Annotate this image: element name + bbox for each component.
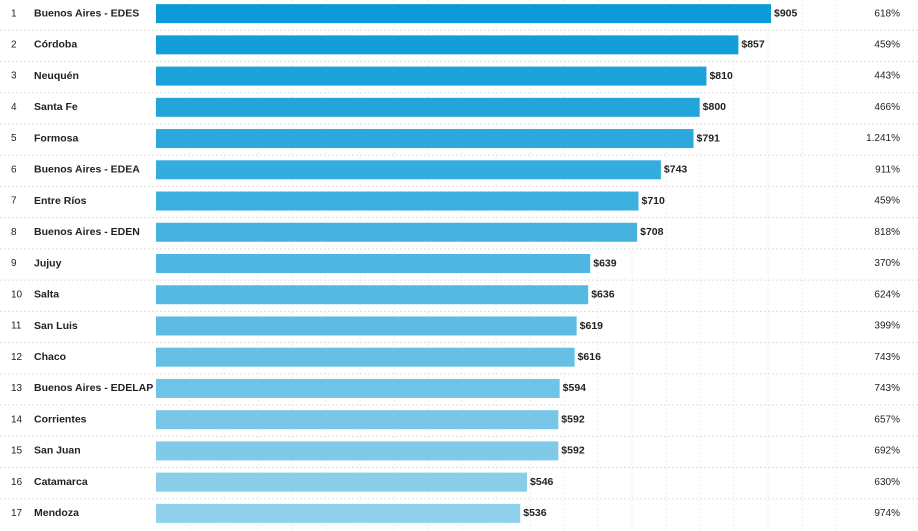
bar <box>156 35 739 55</box>
bar <box>156 191 639 211</box>
value-label: $536 <box>523 507 547 519</box>
value-label: $905 <box>774 7 798 19</box>
value-label: $810 <box>709 70 733 82</box>
bar <box>156 472 528 492</box>
region-name: Mendoza <box>34 507 79 519</box>
region-name: Jujuy <box>34 257 62 269</box>
change-label: 743% <box>874 383 900 394</box>
region-name: San Juan <box>34 445 81 457</box>
rank: 8 <box>11 227 17 238</box>
region-name: Buenos Aires - EDES <box>34 7 139 19</box>
rank: 1 <box>11 8 17 19</box>
region-name: Entre Ríos <box>34 195 87 207</box>
region-name: Formosa <box>34 132 79 144</box>
value-label: $616 <box>578 351 602 363</box>
rank: 17 <box>11 508 23 519</box>
change-label: 624% <box>874 289 900 300</box>
rank: 4 <box>11 102 17 113</box>
rank: 6 <box>11 164 17 175</box>
bar <box>156 97 700 117</box>
rank: 15 <box>11 446 23 457</box>
region-name: San Luis <box>34 320 78 332</box>
bar <box>156 378 560 398</box>
change-label: 974% <box>874 508 900 519</box>
change-label: 630% <box>874 477 900 488</box>
bar <box>156 66 707 86</box>
bar <box>156 160 661 180</box>
change-label: 370% <box>874 258 900 269</box>
value-label: $594 <box>563 382 587 394</box>
value-label: $592 <box>561 445 585 457</box>
bar <box>156 503 521 523</box>
value-label: $710 <box>641 195 665 207</box>
change-label: 911% <box>875 164 900 175</box>
change-label: 692% <box>874 446 900 457</box>
bar <box>156 410 559 430</box>
value-label: $743 <box>664 164 688 176</box>
rank: 2 <box>11 39 17 50</box>
value-label: $546 <box>530 476 554 488</box>
value-label: $857 <box>741 39 765 51</box>
value-label: $708 <box>640 226 664 238</box>
bar <box>156 254 591 273</box>
value-label: $791 <box>697 132 721 144</box>
change-label: 743% <box>874 352 900 363</box>
bar <box>156 129 694 149</box>
rank: 9 <box>11 258 17 269</box>
change-label: 818% <box>874 227 900 238</box>
bar <box>156 285 589 305</box>
change-label: 657% <box>874 414 900 425</box>
value-label: $800 <box>703 101 727 113</box>
rank: 16 <box>11 477 23 488</box>
rank: 3 <box>11 71 17 82</box>
rank: 10 <box>11 289 23 300</box>
region-name: Buenos Aires - EDEA <box>34 164 140 176</box>
bar <box>156 316 577 336</box>
change-label: 459% <box>874 196 900 207</box>
change-label: 399% <box>874 321 900 332</box>
value-label: $639 <box>593 257 617 269</box>
rank: 5 <box>11 133 17 144</box>
change-label: 1.241% <box>866 133 900 144</box>
rank: 12 <box>11 352 23 363</box>
region-name: Corrientes <box>34 413 87 425</box>
region-name: Buenos Aires - EDEN <box>34 226 140 238</box>
change-label: 459% <box>874 39 900 50</box>
region-name: Buenos Aires - EDELAP <box>34 382 153 394</box>
region-name: Neuquén <box>34 70 79 82</box>
rank: 14 <box>11 414 23 425</box>
bar <box>156 4 771 24</box>
region-name: Catamarca <box>34 476 88 488</box>
value-label: $619 <box>580 320 604 332</box>
region-name: Chaco <box>34 351 66 363</box>
change-label: 466% <box>874 102 900 113</box>
region-name: Santa Fe <box>34 101 78 113</box>
bar <box>156 222 638 242</box>
bar <box>156 441 559 461</box>
rank: 11 <box>11 321 22 332</box>
rank: 13 <box>11 383 23 394</box>
change-label: 443% <box>874 71 900 82</box>
bar <box>156 347 575 367</box>
region-name: Córdoba <box>34 39 77 51</box>
rank: 7 <box>11 196 17 207</box>
change-label: 618% <box>874 8 900 19</box>
value-label: $636 <box>591 289 615 301</box>
value-label: $592 <box>561 413 585 425</box>
region-name: Salta <box>34 289 59 301</box>
